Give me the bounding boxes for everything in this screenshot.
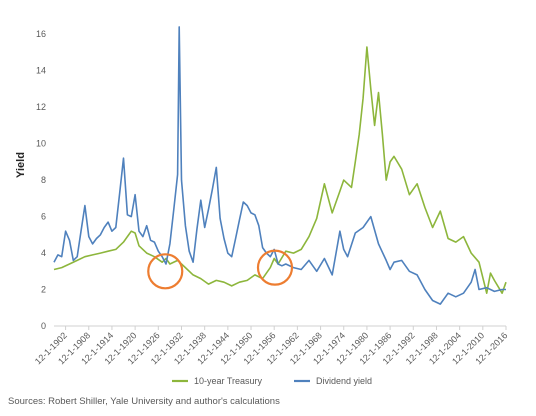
dividend-yield-line	[53, 26, 506, 305]
treasury-yield-line	[53, 46, 507, 295]
y-axis-title: Yield	[15, 152, 27, 178]
y-tick-label: 8	[41, 175, 46, 185]
y-tick-label: 12	[36, 102, 46, 112]
y-tick-label: 16	[36, 29, 46, 39]
highlight-circle	[147, 253, 184, 290]
legend-label: 10-year Treasury	[194, 376, 263, 386]
x-axis-ticks: 12-1-190212-1-190812-1-191412-1-192012-1…	[33, 326, 509, 366]
legend-label: Dividend yield	[316, 376, 372, 386]
y-tick-label: 10	[36, 139, 46, 149]
series-lines	[53, 26, 507, 305]
source-note: Sources: Robert Shiller, Yale University…	[8, 396, 280, 407]
annotations	[147, 249, 294, 290]
y-axis-ticks: 0 2 4 6 8 10 12 14 16	[36, 29, 46, 331]
y-tick-label: 4	[41, 248, 46, 258]
y-tick-label: 14	[36, 66, 46, 76]
y-tick-label: 0	[41, 321, 46, 331]
legend: 10-year Treasury Dividend yield	[172, 376, 372, 386]
y-tick-label: 6	[41, 212, 46, 222]
y-tick-label: 2	[41, 285, 46, 295]
highlight-circle	[256, 249, 294, 286]
